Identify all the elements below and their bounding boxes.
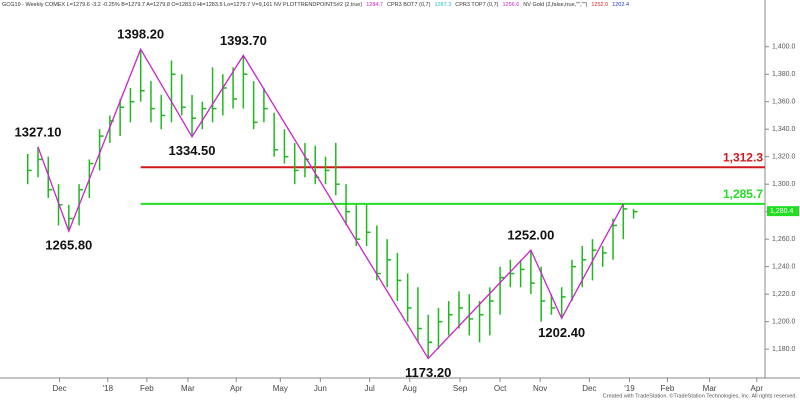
y-tick-label: 1,400.0 <box>772 44 795 51</box>
header-item: 1284.7 <box>366 2 383 8</box>
pivot-label: 1173.20 <box>405 365 451 380</box>
y-tick-label: 1,380.0 <box>772 71 795 78</box>
x-tick-label: Feb <box>140 384 154 393</box>
header-item: 1252.0 <box>591 2 608 8</box>
zigzag-line <box>37 47 624 360</box>
x-tick-label: Nov <box>533 384 547 393</box>
last-price-label: 1,280.4 <box>770 208 793 215</box>
header-item: NV Gold (2,false,true,"","") <box>523 2 587 8</box>
x-tick-label: '18 <box>103 384 114 393</box>
x-tick-label: Dec <box>52 384 66 393</box>
pivot-label: 1265.80 <box>45 238 92 253</box>
pivot-label: 1393.70 <box>220 33 267 48</box>
y-tick-label: 1,320.0 <box>772 154 795 161</box>
pivot-label: 1327.10 <box>14 124 61 139</box>
y-tick-label: 1,300.0 <box>772 181 795 188</box>
header: GCG19 - Weekly COMEX L=1279.6 -3.2 -0.25… <box>2 2 629 8</box>
y-tick-label: 1,340.0 <box>772 126 795 133</box>
header-item: GCG19 - Weekly COMEX L=1279.6 -3.2 -0.25… <box>2 2 362 8</box>
header-item: CPR3 BOT7 (0,7) <box>387 2 431 8</box>
pivot-label: 1202.40 <box>538 325 585 340</box>
y-tick-label: 1,240.0 <box>772 264 795 271</box>
y-tick-label: 1,180.0 <box>772 346 795 353</box>
x-tick-label: Apr <box>751 384 764 393</box>
pivot-label: 1334.50 <box>169 143 216 158</box>
x-tick-label: Jul <box>365 384 375 393</box>
y-tick-label: 1,260.0 <box>772 236 795 243</box>
y-tick-label: 1,220.0 <box>772 291 795 298</box>
x-tick-label: Apr <box>230 384 243 393</box>
x-tick-label: Feb <box>661 384 675 393</box>
x-tick-label: '19 <box>624 384 635 393</box>
x-tick-label: Mar <box>181 384 195 393</box>
x-tick-label: May <box>273 384 288 393</box>
last-price-box <box>767 206 799 217</box>
x-tick-label: Sep <box>453 384 468 393</box>
x-tick-label: Oct <box>494 384 507 393</box>
header-item: 1202.4 <box>612 2 629 8</box>
reference-label: 1,285.7 <box>723 187 763 201</box>
reference-label: 1,312.3 <box>723 150 763 164</box>
x-tick-label: Dec <box>582 384 596 393</box>
footer: Created with TradeStation. ©TradeStation… <box>603 392 798 399</box>
y-tick-label: 1,360.0 <box>772 99 795 106</box>
x-tick-label: Aug <box>403 384 417 393</box>
header-item: 1256.6 <box>502 2 519 8</box>
x-tick-label: Mar <box>703 384 717 393</box>
pivot-label: 1398.20 <box>117 27 164 42</box>
header-item: 1287.3 <box>434 2 451 8</box>
header-item: CPR3 TOP7 (0,7) <box>455 2 498 8</box>
y-tick-label: 1,200.0 <box>772 318 795 325</box>
x-tick-label: Jun <box>314 384 327 393</box>
pivot-label: 1252.00 <box>507 228 554 243</box>
